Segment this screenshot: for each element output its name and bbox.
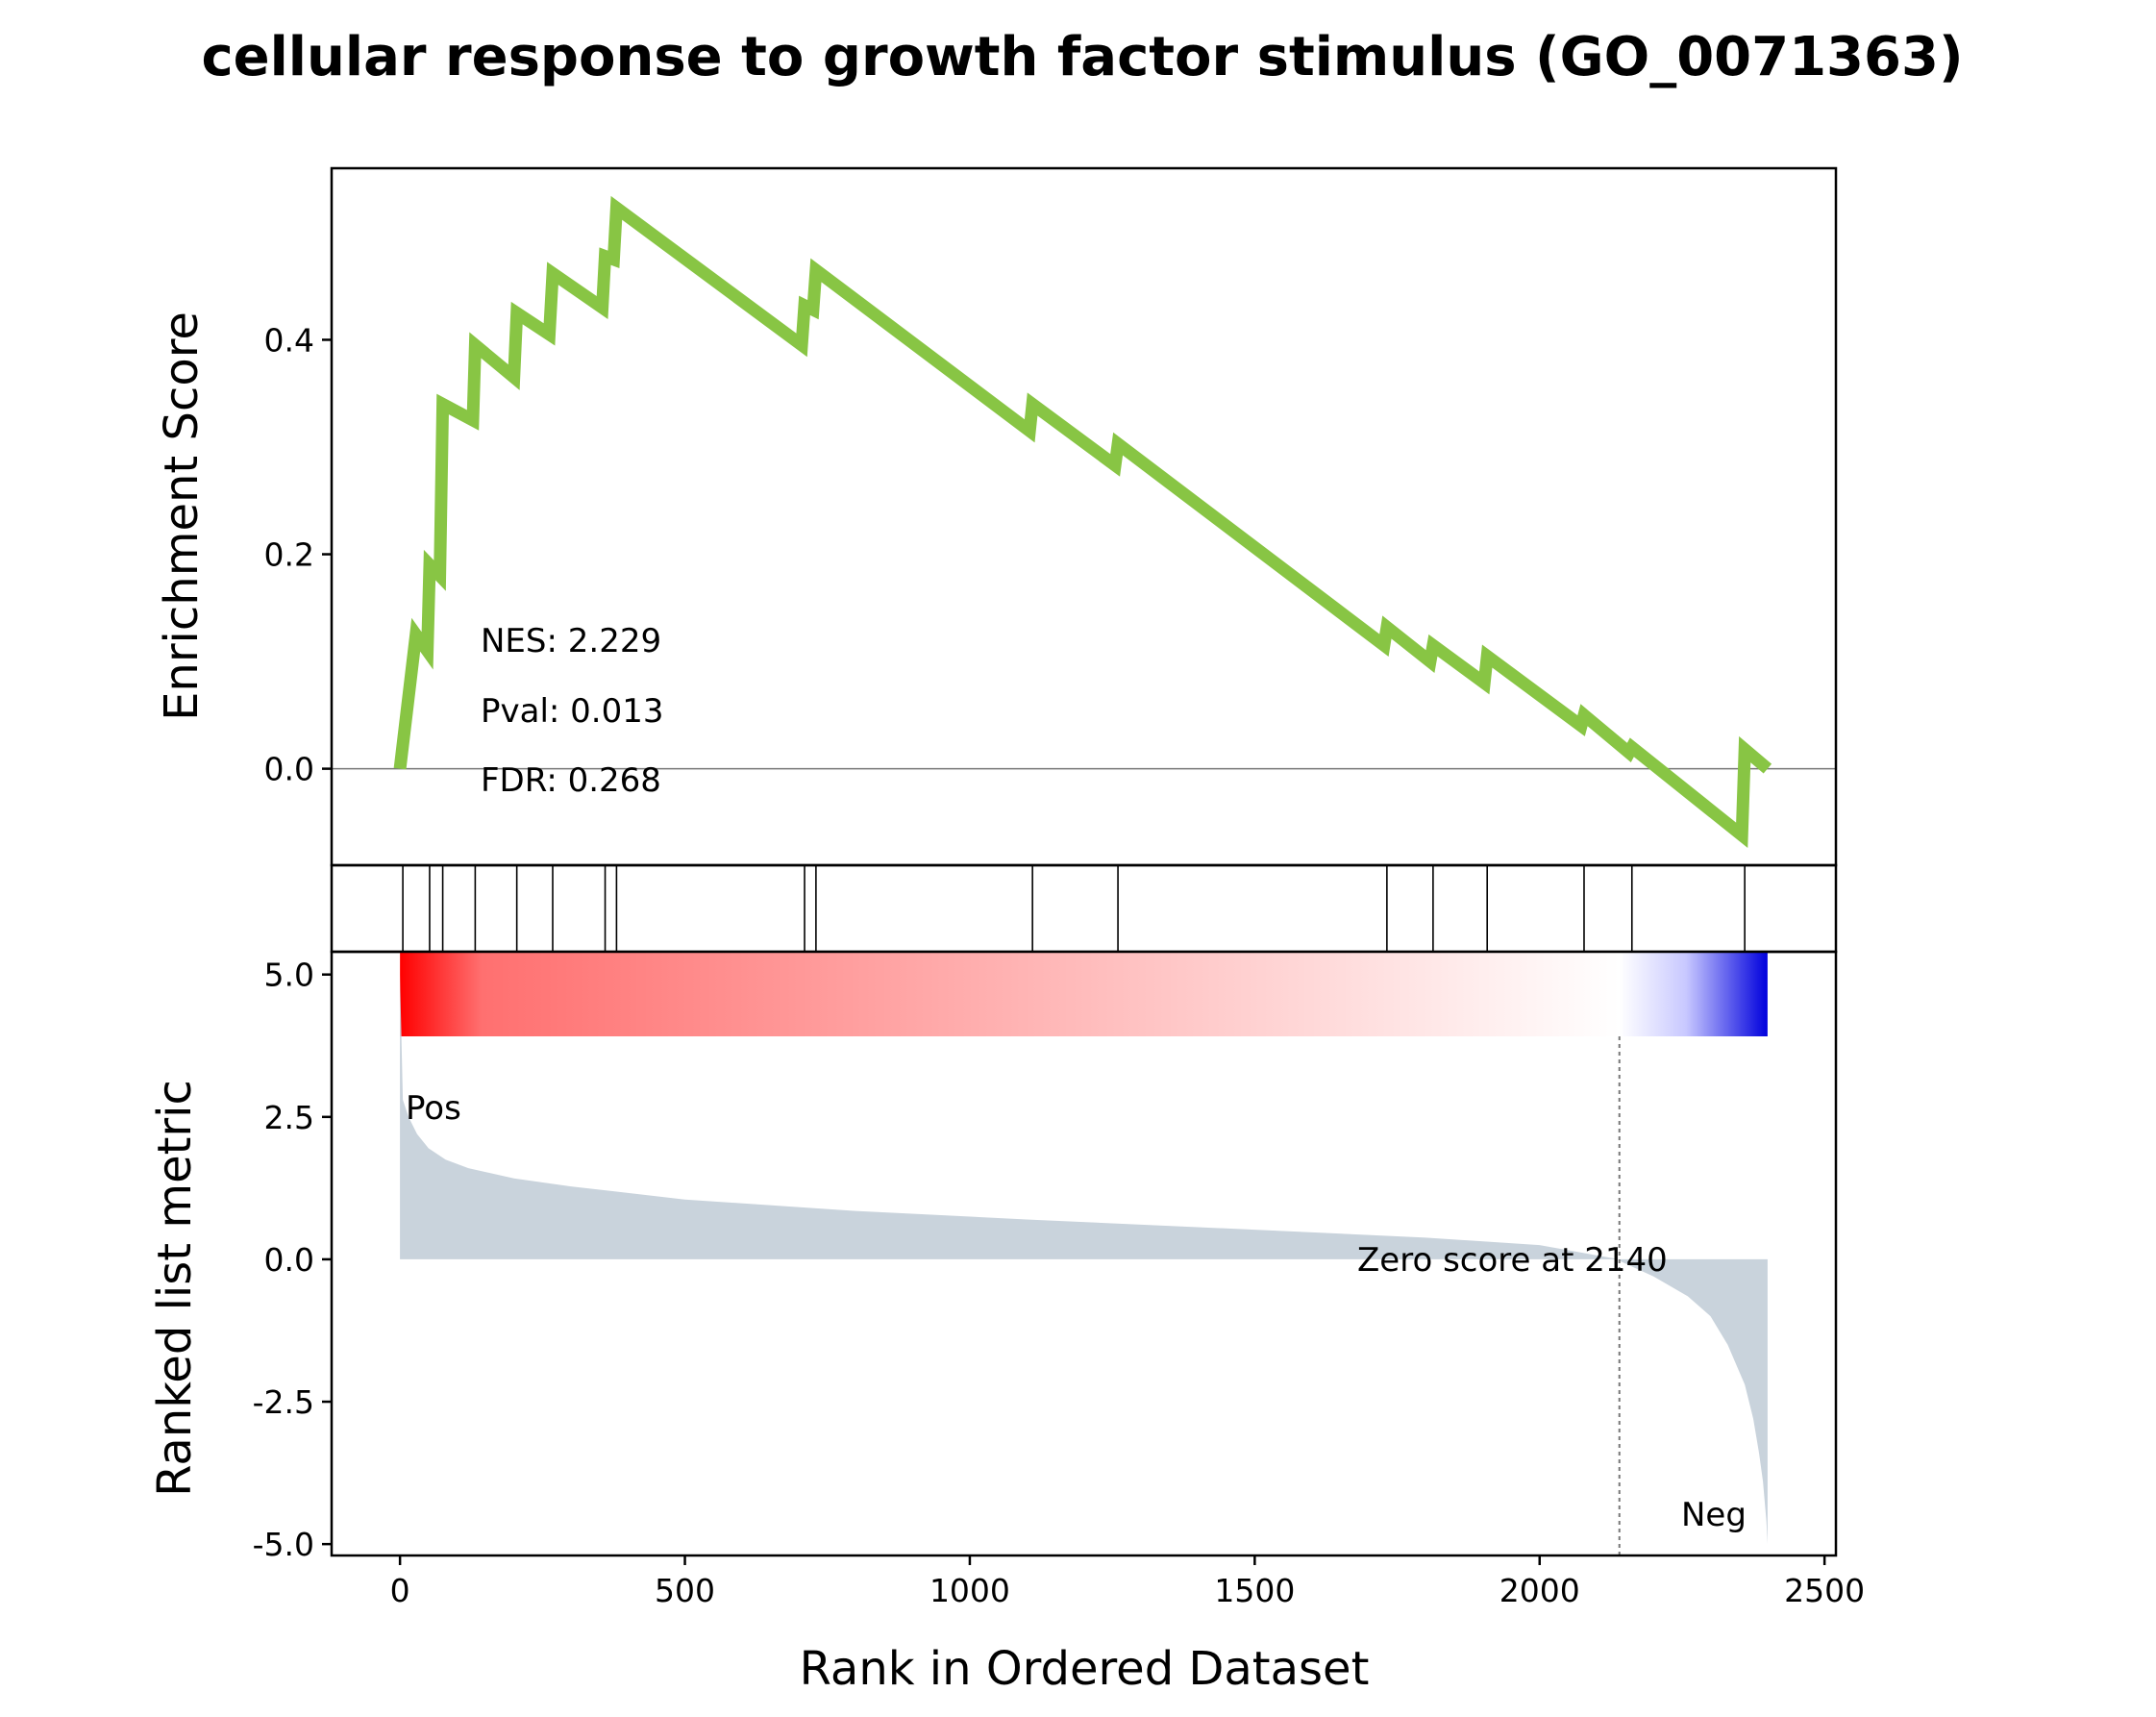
neg-label: Neg — [1681, 1496, 1747, 1534]
x-tick-label: 2000 — [1499, 1572, 1580, 1609]
x-tick-label: 1500 — [1214, 1572, 1295, 1609]
x-axis-label: Rank in Ordered Dataset — [800, 1642, 1370, 1696]
ranked-y-tick-label: 5.0 — [264, 957, 314, 994]
es-y-tick-label: 0.2 — [264, 536, 314, 574]
es-running-line — [393, 195, 1772, 848]
ranked-panel: Zero score at 2140 Pos Neg 5.0 2.5 0.0 -2.5… — [148, 950, 1838, 1563]
zero-score-label: Zero score at 2140 — [1357, 1241, 1668, 1280]
es-y-axis-label: Enrichment Score — [155, 311, 209, 721]
hit-marks — [402, 865, 1746, 952]
es-y-ticks: 0.0 0.2 0.4 — [264, 321, 332, 788]
ranked-y-tick-label: -5.0 — [253, 1526, 314, 1563]
x-axis-ticks: 0 500 1000 1500 2000 2500 — [390, 1555, 1865, 1609]
x-tick-label: 1000 — [929, 1572, 1010, 1609]
pval-stat: Pval: 0.013 — [481, 692, 664, 731]
ranked-frame — [330, 950, 1838, 1557]
x-tick-label: 2500 — [1784, 1572, 1865, 1609]
ranked-y-tick-label: 2.5 — [264, 1099, 314, 1136]
es-y-tick-label: 0.0 — [264, 751, 314, 788]
x-tick-label: 500 — [655, 1572, 715, 1609]
enrichment-panel: 0.0 0.2 0.4 NES: 2.229 Pval: 0.013 FDR: 0.… — [155, 166, 1838, 867]
pos-label: Pos — [406, 1089, 461, 1128]
fdr-stat: FDR: 0.268 — [481, 761, 661, 800]
es-y-tick-label: 0.4 — [264, 321, 314, 359]
hits-frame — [330, 863, 1838, 954]
hits-panel — [330, 863, 1838, 954]
nes-stat: NES: 2.229 — [481, 622, 661, 660]
ranked-y-tick-label: 0.0 — [264, 1241, 314, 1279]
ranked-y-axis-label: Ranked list metric — [148, 1080, 202, 1497]
x-tick-label: 0 — [390, 1572, 410, 1609]
rank-colorbar — [400, 952, 1768, 1036]
chart-title: cellular response to growth factor stimu… — [201, 26, 1963, 88]
ranked-y-tick-label: -2.5 — [253, 1383, 314, 1421]
ranked-y-ticks: 5.0 2.5 0.0 -2.5 -5.0 — [253, 957, 332, 1563]
